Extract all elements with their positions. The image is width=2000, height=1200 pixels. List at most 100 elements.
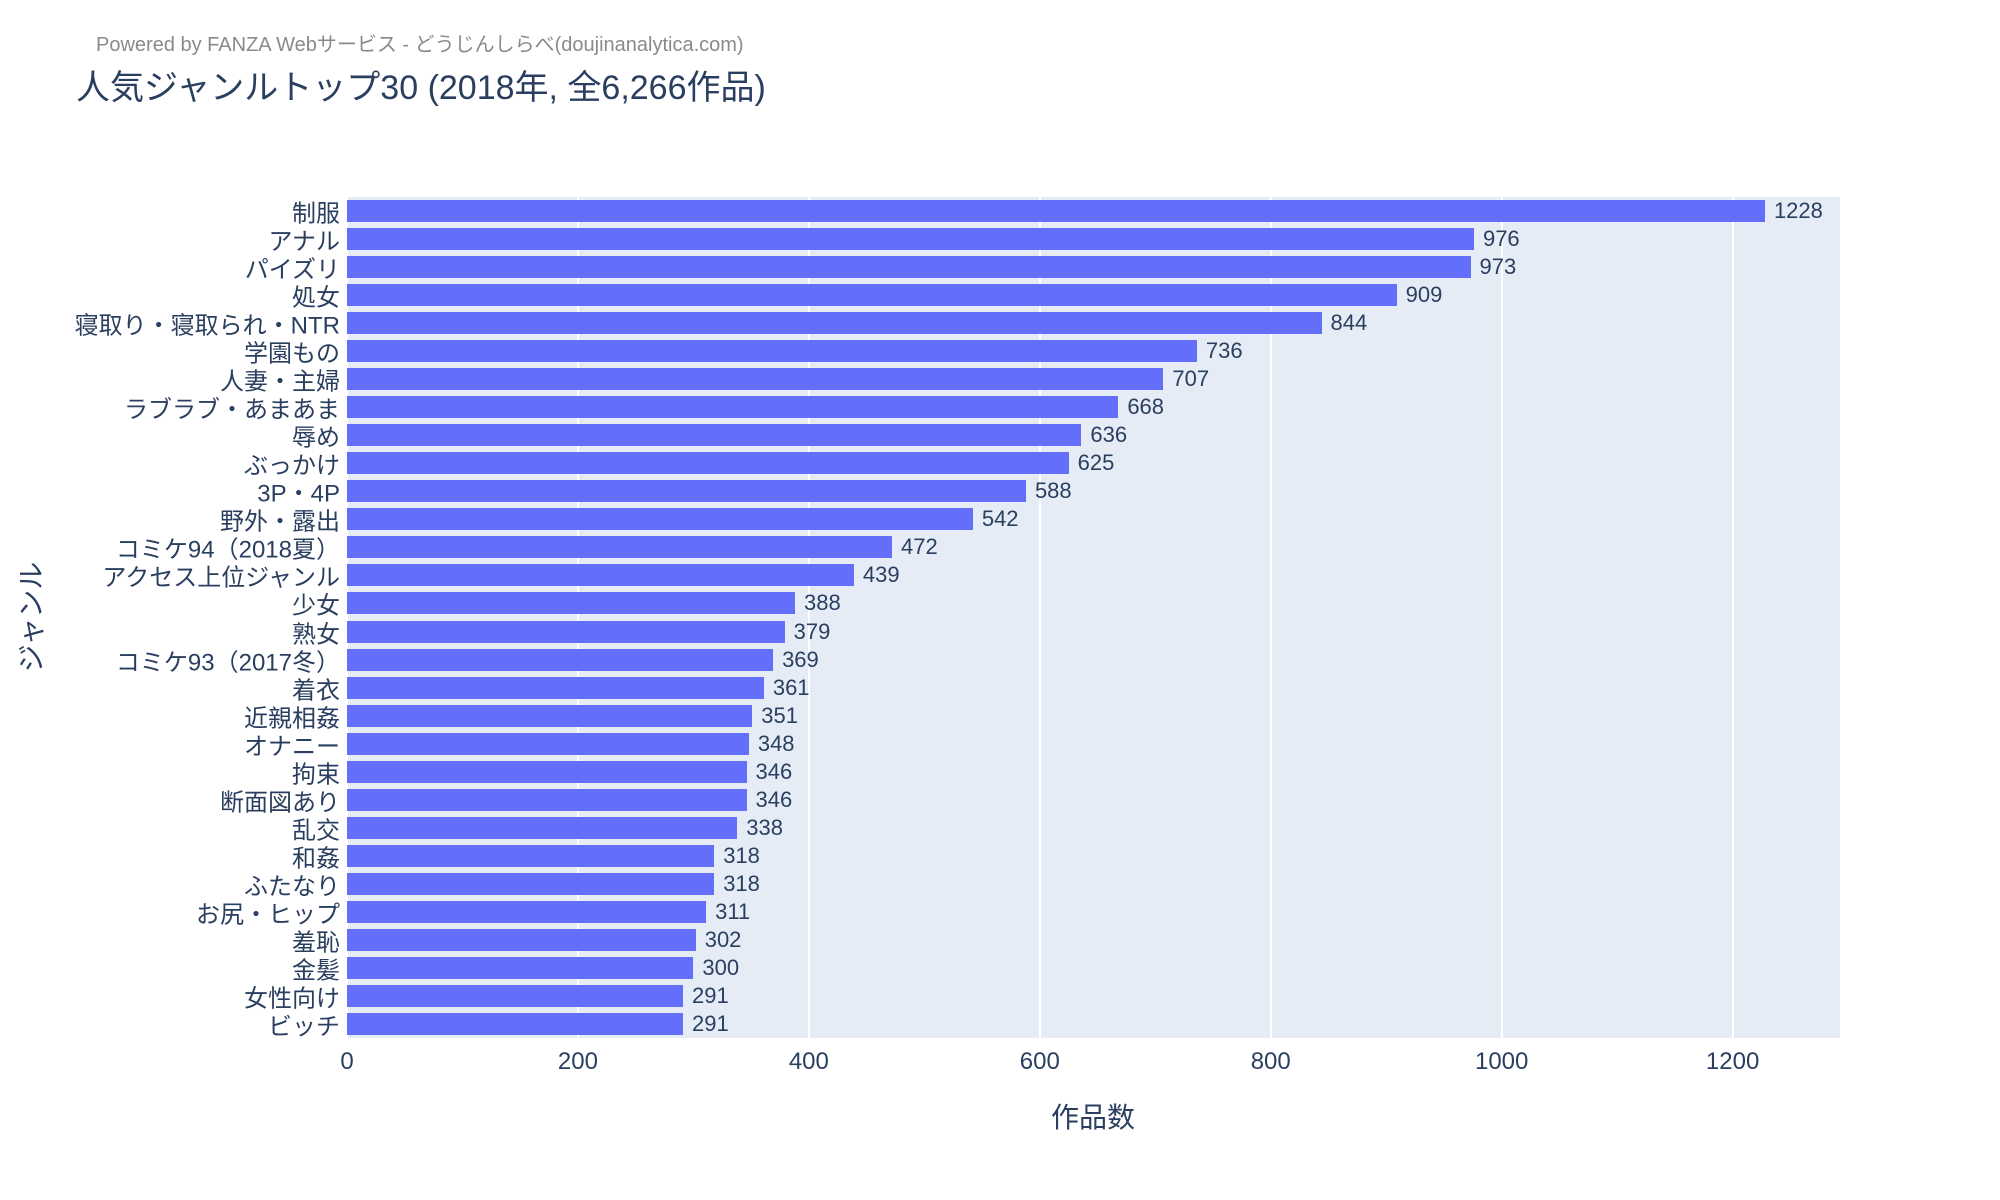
y-axis-label: 断面図あり (220, 789, 340, 817)
y-axis-label: 少女 (292, 592, 340, 620)
gridline (576, 197, 579, 1038)
bar-value-label: 291 (692, 1010, 729, 1036)
gridline (1269, 197, 1272, 1038)
y-axis-label: 女性向け (244, 985, 340, 1013)
bar (347, 340, 1197, 363)
bar (347, 732, 749, 755)
bar (347, 200, 1765, 223)
bar-value-label: 311 (715, 898, 751, 924)
y-axis-label: 金髪 (292, 957, 340, 985)
bar-value-label: 909 (1405, 282, 1443, 308)
bar (347, 760, 747, 783)
bar-value-label: 668 (1127, 394, 1165, 420)
bar-value-label: 636 (1090, 422, 1128, 448)
bar-value-label: 302 (704, 926, 742, 952)
bar (347, 928, 696, 951)
bar (347, 844, 715, 867)
bar-value-label: 300 (702, 954, 740, 980)
bar (347, 256, 1471, 279)
y-axis-label: アクセス上位ジャンル (102, 564, 340, 592)
bar-value-label: 348 (757, 730, 795, 756)
bar-value-label: 973 (1479, 254, 1517, 280)
y-axis-label: 近親相姦 (244, 705, 340, 733)
bar (347, 900, 707, 923)
bar-value-label: 291 (692, 982, 729, 1008)
bar (347, 508, 973, 531)
y-axis-label: 拘束 (292, 761, 340, 789)
bar-value-label: 318 (723, 842, 760, 868)
y-axis-label: 寝取り・寝取られ・NTR (74, 312, 340, 340)
bar-value-label: 542 (981, 506, 1019, 532)
bar-value-label: 338 (746, 814, 783, 840)
bar (347, 396, 1119, 419)
y-axis-label: 制服 (292, 200, 340, 228)
bar (347, 284, 1397, 307)
bar (347, 816, 738, 839)
attribution-text: Powered by FANZA Webサービス - どうじんしらべ(douji… (96, 34, 744, 56)
bar-value-label: 379 (793, 618, 831, 644)
x-tick-label: 800 (1250, 1048, 1291, 1075)
bar (347, 620, 785, 643)
bar-value-label: 1228 (1773, 198, 1823, 224)
y-axis-label: 乱交 (292, 817, 340, 845)
y-axis-label: アナル (268, 228, 340, 256)
y-axis-label: ぶっかけ (244, 452, 340, 480)
bar (347, 648, 774, 671)
gridline (1731, 197, 1734, 1038)
bar (347, 312, 1322, 335)
plot-area: 1228 976 973 909 844 736 707 668 636 625 588 542 472… (346, 197, 1840, 1038)
bar-value-label: 707 (1172, 366, 1210, 392)
bar (347, 676, 764, 699)
x-tick-label: 400 (788, 1048, 829, 1075)
y-axis-label: 3P・4P (257, 480, 340, 508)
bar (347, 872, 715, 895)
bar (347, 480, 1026, 503)
y-axis-label: コミケ94（2018夏） (115, 536, 340, 564)
bar (347, 984, 683, 1007)
y-axis-label: ふたなり (244, 873, 340, 901)
gridline (807, 197, 810, 1038)
bar-value-label: 736 (1205, 338, 1243, 364)
x-tick-label: 200 (557, 1048, 598, 1075)
bar-value-label: 844 (1330, 310, 1368, 336)
y-axis-label: 人妻・主婦 (220, 368, 340, 396)
y-axis-label: 野外・露出 (220, 508, 340, 536)
y-axis-label: 着衣 (292, 677, 340, 705)
bar-value-label: 351 (761, 702, 798, 728)
y-axis-label: 和姦 (292, 845, 340, 873)
x-tick-label: 600 (1019, 1048, 1060, 1075)
bar-value-label: 369 (782, 646, 819, 672)
y-axis-title: ジャンル (16, 561, 47, 673)
y-axis-label: オナニー (244, 733, 340, 761)
bar (347, 228, 1474, 251)
y-axis-label: コミケ93（2017冬） (115, 649, 340, 677)
bar (347, 1012, 683, 1035)
bar-value-label: 472 (901, 534, 938, 560)
chart-title: 人気ジャンルトップ30 (2018年, 全6,266作品) (76, 69, 766, 107)
gridline (346, 197, 348, 1038)
bar (347, 788, 747, 811)
bar (347, 424, 1082, 447)
x-tick-label: 1200 (1705, 1048, 1760, 1075)
y-axis-label: 処女 (292, 284, 340, 312)
x-tick-label: 0 (340, 1048, 354, 1075)
bar-value-label: 625 (1077, 450, 1115, 476)
bar (347, 564, 854, 587)
gridline (1500, 197, 1503, 1038)
bar-value-label: 588 (1034, 478, 1072, 504)
bar-value-label: 346 (755, 758, 793, 784)
bar-value-label: 318 (723, 870, 760, 896)
y-axis-label: 学園もの (244, 340, 340, 368)
y-axis-label: 羞恥 (292, 929, 340, 957)
bar (347, 368, 1164, 391)
y-axis-label: ビッチ (268, 1013, 340, 1041)
bar-value-label: 976 (1482, 226, 1520, 252)
bar (347, 536, 892, 559)
bar-value-label: 388 (804, 590, 841, 616)
bar-value-label: 439 (862, 562, 900, 588)
bar-value-label: 361 (772, 674, 810, 700)
bar (347, 452, 1069, 475)
bar-value-label: 346 (755, 786, 793, 812)
y-axis-label: 辱め (292, 424, 340, 452)
x-tick-label: 1000 (1474, 1048, 1529, 1075)
